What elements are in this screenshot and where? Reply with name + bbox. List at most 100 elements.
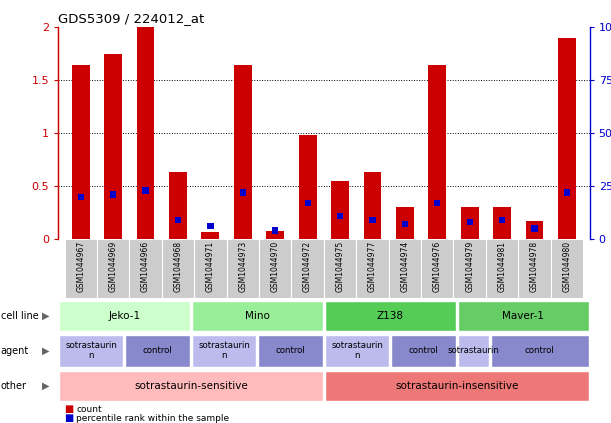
Bar [59,335,123,367]
Bar [325,301,456,331]
Bar [467,219,473,225]
Bar [202,232,219,239]
Bar [304,200,311,206]
Bar [194,239,227,298]
Bar [331,181,349,239]
Text: GSM1044980: GSM1044980 [563,241,571,292]
Bar [525,221,543,239]
Bar [97,239,130,298]
Bar [324,239,356,298]
Bar [192,301,323,331]
Text: ■: ■ [64,404,73,414]
Bar [59,371,323,401]
Bar [169,173,187,239]
Text: control: control [525,346,555,355]
Text: GSM1044974: GSM1044974 [400,241,409,292]
Bar [518,239,551,298]
Text: GSM1044977: GSM1044977 [368,241,377,292]
Bar [337,213,343,219]
Bar [259,239,291,298]
Bar [175,217,181,223]
Text: ■: ■ [64,413,73,423]
Bar [356,239,389,298]
Bar [391,335,456,367]
Text: GSM1044976: GSM1044976 [433,241,442,292]
Text: GSM1044981: GSM1044981 [497,241,507,292]
Text: control: control [276,346,306,355]
Text: Mino: Mino [245,311,270,321]
Bar [428,65,446,239]
Bar [453,239,486,298]
Text: sotrastaurin-sensitive: sotrastaurin-sensitive [134,381,248,390]
Text: sotrastaurin
n: sotrastaurin n [65,341,117,360]
Text: Jeko-1: Jeko-1 [108,311,141,321]
Bar [258,335,323,367]
Text: control: control [409,346,438,355]
Text: cell line: cell line [1,311,38,321]
Bar [272,228,279,234]
Bar [125,335,190,367]
Bar [325,371,588,401]
Text: GSM1044967: GSM1044967 [76,241,85,292]
Bar [110,192,116,198]
Text: GDS5309 / 224012_at: GDS5309 / 224012_at [58,12,204,25]
Text: percentile rank within the sample: percentile rank within the sample [76,414,230,423]
Bar [325,335,389,367]
Bar [499,217,505,223]
Bar [192,335,257,367]
Text: GSM1044969: GSM1044969 [109,241,118,292]
Text: count: count [76,404,102,414]
Text: ▶: ▶ [42,346,49,356]
Text: GSM1044971: GSM1044971 [206,241,215,292]
Text: sotrastaurin: sotrastaurin [447,346,499,355]
Bar [291,239,324,298]
Bar [104,54,122,239]
Text: other: other [1,381,27,390]
Bar [65,239,97,298]
Bar [421,239,453,298]
Bar [142,187,148,194]
Bar [532,225,538,232]
Text: GSM1044978: GSM1044978 [530,241,539,292]
Text: ▶: ▶ [42,311,49,321]
Bar [558,38,576,239]
Text: GSM1044972: GSM1044972 [303,241,312,292]
Bar [458,335,489,367]
Text: sotrastaurin-insensitive: sotrastaurin-insensitive [395,381,518,390]
Text: GSM1044970: GSM1044970 [271,241,280,292]
Bar [364,173,381,239]
Bar [59,301,190,331]
Text: sotrastaurin
n: sotrastaurin n [198,341,250,360]
Bar [299,135,316,239]
Text: ▶: ▶ [42,381,49,390]
Bar [227,239,259,298]
Text: Maver-1: Maver-1 [502,311,544,321]
Bar [389,239,421,298]
Bar [207,223,213,230]
Bar [458,301,588,331]
Text: GSM1044975: GSM1044975 [335,241,345,292]
Bar [486,239,518,298]
Bar [564,190,570,196]
Bar [396,207,414,239]
Bar [266,231,284,239]
Text: GSM1044973: GSM1044973 [238,241,247,292]
Bar [137,27,155,239]
Bar [551,239,583,298]
Bar [402,221,408,228]
Bar [493,207,511,239]
Text: agent: agent [1,346,29,356]
Bar [72,65,90,239]
Bar [234,65,252,239]
Text: GSM1044968: GSM1044968 [174,241,183,292]
Bar [240,190,246,196]
Bar [78,194,84,200]
Bar [491,335,588,367]
Text: sotrastaurin
n: sotrastaurin n [331,341,383,360]
Bar [461,207,478,239]
Text: GSM1044979: GSM1044979 [465,241,474,292]
Bar [130,239,162,298]
Text: control: control [143,346,172,355]
Bar [434,200,441,206]
Text: Z138: Z138 [377,311,404,321]
